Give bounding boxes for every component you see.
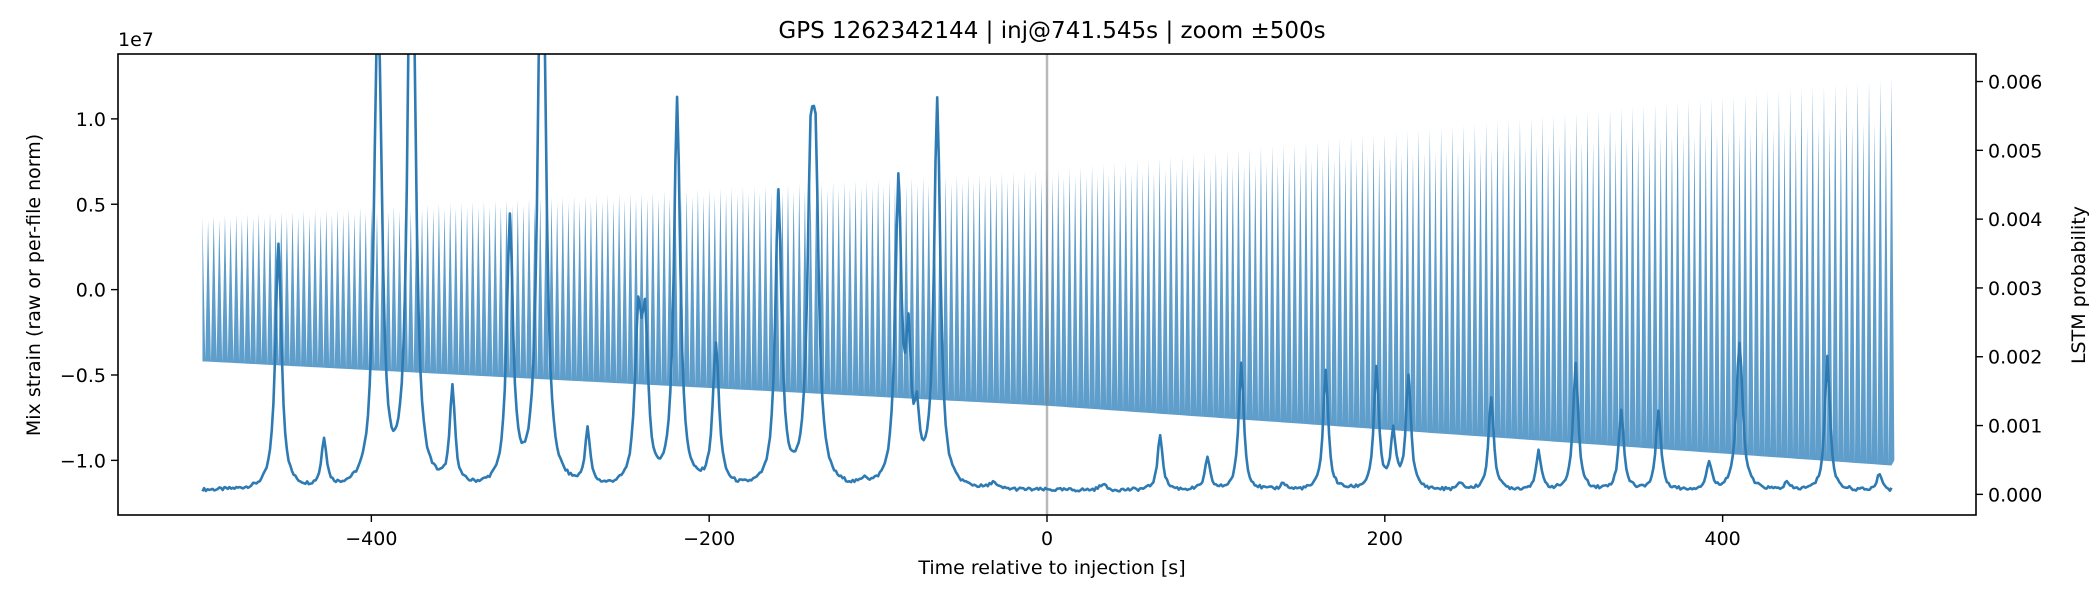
- y-right-tick-label: 0.002: [1988, 347, 2042, 369]
- y-left-tick-label: 0.5: [76, 194, 106, 216]
- y-axis-right-label: LSTM probability: [2068, 206, 2090, 364]
- y-right-tick-label: 0.004: [1988, 209, 2042, 231]
- plot-area: [201, 54, 1895, 515]
- y-right-tick-label: 0.000: [1988, 484, 2042, 506]
- y-axis-left-label: Mix strain (raw or per-file norm): [23, 134, 45, 436]
- y-left-tick-label: −1.0: [60, 450, 106, 472]
- y-left-tick-label: 0.0: [76, 280, 106, 302]
- y-right-tick-label: 0.005: [1988, 140, 2042, 162]
- x-tick-label: 0: [1041, 528, 1053, 550]
- y-left-tick-label: 1.0: [76, 109, 106, 131]
- x-tick-label: −400: [345, 528, 397, 550]
- y-right-tick-label: 0.006: [1988, 72, 2042, 94]
- x-tick-label: 400: [1705, 528, 1741, 550]
- y-left-tick-label: −0.5: [60, 365, 106, 387]
- x-tick-label: 200: [1367, 528, 1403, 550]
- chart-title: GPS 1262342144 | inj@741.545s | zoom ±50…: [778, 18, 1325, 44]
- lstm-probability-series: [201, 54, 1893, 493]
- y-right-tick-label: 0.001: [1988, 416, 2042, 438]
- x-axis-label: Time relative to injection [s]: [917, 557, 1185, 579]
- y-axis-left-offset-label: 1e7: [118, 29, 154, 51]
- strain-waveform-series: [202, 77, 1895, 466]
- y-right-tick-label: 0.003: [1988, 278, 2042, 300]
- x-tick-label: −200: [683, 528, 735, 550]
